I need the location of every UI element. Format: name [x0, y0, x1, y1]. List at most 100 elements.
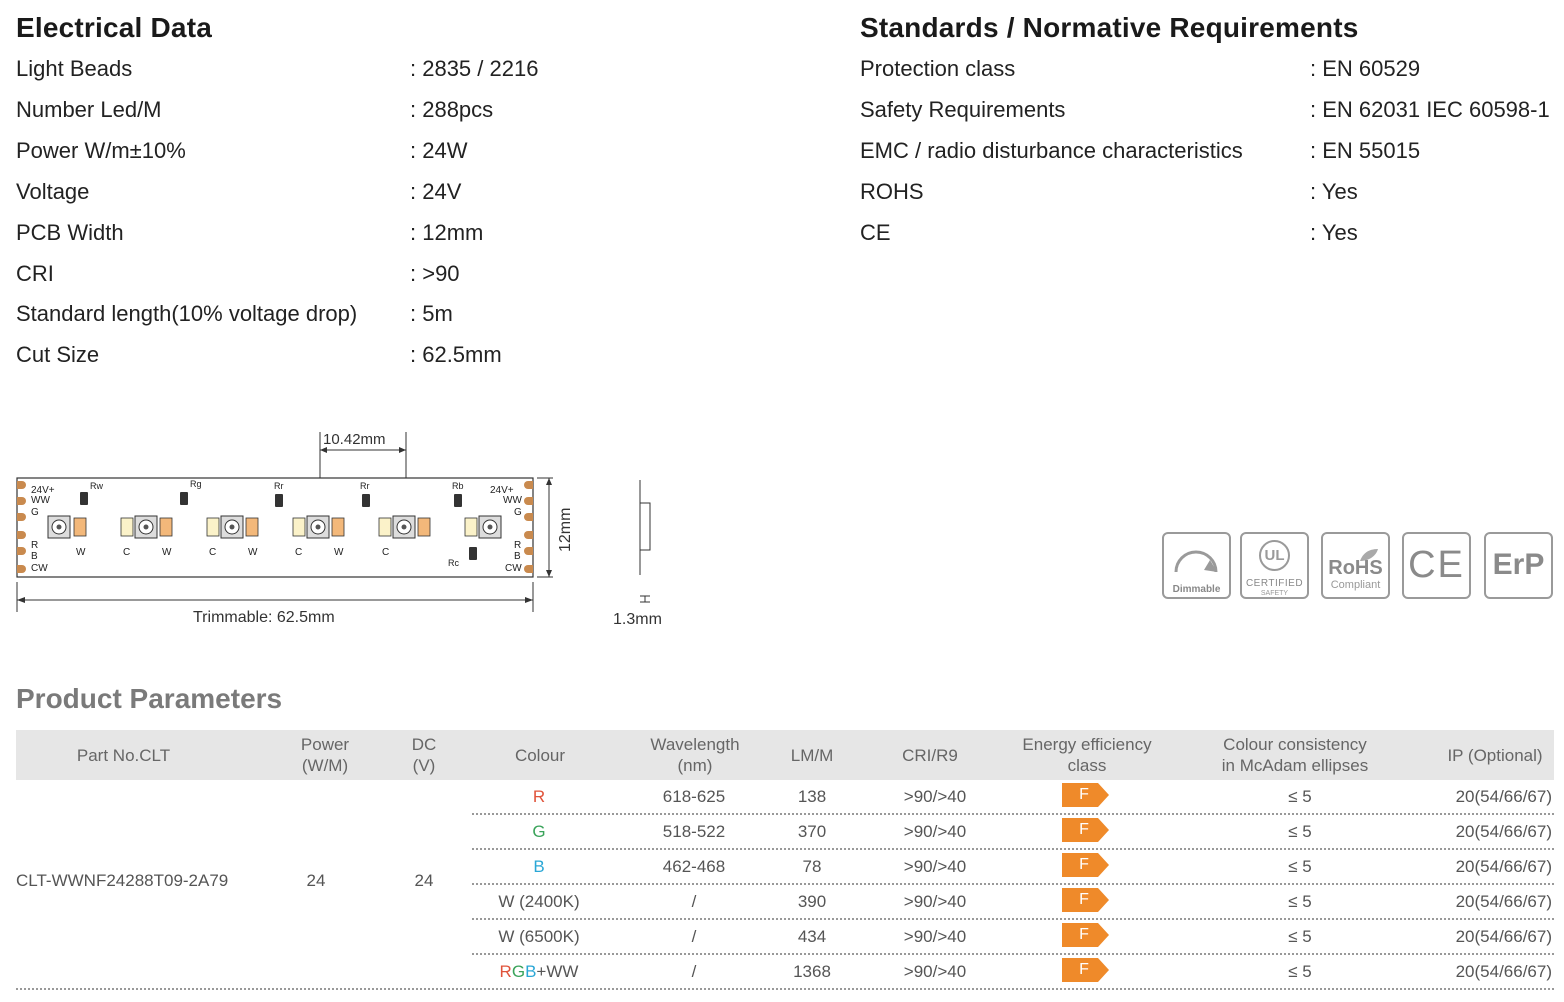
spec-value: : 62.5mm — [410, 342, 502, 367]
spec-label: PCB Width — [16, 220, 124, 245]
ip-cell: 20(54/66/67) — [1455, 822, 1552, 841]
ip-cell: 20(54/66/67) — [1455, 892, 1552, 911]
rgbww-g: G — [511, 962, 526, 981]
rgbww-r: R — [499, 962, 512, 981]
ce-mark-icon: CE — [1408, 544, 1465, 586]
header-dc: DC (V) — [411, 735, 437, 775]
wavelength-cell: 618-625 — [662, 787, 726, 806]
wavelength-cell: 462-468 — [662, 857, 726, 876]
rohs-cert: RoHS Compliant — [1321, 532, 1390, 599]
mcadam-cell: ≤ 5 — [1288, 857, 1312, 876]
led-letter: W — [334, 547, 344, 558]
lm-cell: 434 — [797, 927, 827, 946]
cri-cell: >90/>40 — [903, 962, 967, 981]
led-letter: C — [209, 547, 216, 558]
row-divider — [472, 813, 1554, 815]
wavelength-cell: / — [691, 892, 697, 911]
pad-label: 24V+ — [490, 485, 514, 496]
header-colour: Colour — [514, 745, 566, 765]
header-mcadam: Colour consistency in McAdam ellipses — [1221, 735, 1369, 775]
spec-value: : 24W — [410, 138, 468, 163]
pad-label: WW — [31, 495, 50, 506]
pad-label: G — [514, 507, 522, 518]
dimmable-icon — [1174, 550, 1218, 573]
part-number: CLT-WWNF24288T09-2A79 — [16, 871, 229, 890]
width-label: 12mm — [557, 508, 574, 552]
colour-cell: W (6500K) — [498, 927, 580, 946]
energy-class-badge: F — [1062, 958, 1110, 982]
erp-cert: ErP — [1484, 532, 1553, 599]
power-value: 24 — [306, 871, 326, 890]
header-power: Power (W/M) — [300, 735, 350, 775]
led-letter: C — [295, 547, 302, 558]
header-lm: LM/M — [790, 745, 834, 765]
pad-label: B — [514, 551, 521, 562]
spec-value: : 288pcs — [410, 97, 494, 122]
resistor-label: Rg — [190, 479, 202, 489]
resistor-label: Rr — [360, 481, 370, 491]
mcadam-cell: ≤ 5 — [1288, 962, 1312, 981]
standard-label: CE — [860, 220, 891, 245]
dc-value: 24 — [414, 871, 434, 890]
spec-value: : 24V — [410, 179, 462, 204]
lm-cell: 1368 — [793, 962, 831, 981]
spec-label: Standard length(10% voltage drop) — [16, 301, 358, 326]
standard-value: : EN 60529 — [1310, 56, 1421, 81]
rohs-label: RoHS — [1328, 557, 1383, 579]
spec-value: : 5m — [410, 301, 453, 326]
standard-value: : EN 55015 — [1310, 138, 1421, 163]
colour-cell: B — [533, 857, 545, 876]
ul-safety-label: SAFETY — [1260, 590, 1289, 597]
erp-mark-icon: ErP — [1492, 548, 1545, 581]
lm-cell: 370 — [797, 822, 827, 841]
led-letter: C — [123, 547, 130, 558]
header-wavelength: Wavelength (nm) — [650, 735, 740, 775]
row-divider — [472, 953, 1554, 955]
dimmable-label: Dimmable — [1172, 584, 1221, 595]
pad-label: WW — [503, 495, 522, 506]
ip-cell: 20(54/66/67) — [1455, 787, 1552, 806]
spec-label: Power W/m±10% — [16, 138, 186, 163]
standard-value: : Yes — [1310, 220, 1358, 245]
standard-label: ROHS — [860, 179, 924, 204]
mcadam-cell: ≤ 5 — [1288, 892, 1312, 911]
header-ip: IP (Optional) — [1447, 745, 1543, 765]
energy-class-badge: F — [1062, 818, 1110, 842]
product-parameters-title: Product Parameters — [16, 683, 283, 714]
mcadam-cell: ≤ 5 — [1288, 822, 1312, 841]
trim-label: Trimmable: 62.5mm — [193, 609, 335, 626]
pad-label: R — [31, 540, 38, 551]
colour-cell: R — [532, 787, 546, 806]
pad-label: R — [514, 540, 521, 551]
spec-label: Voltage — [16, 179, 90, 204]
ul-mark-icon: UL — [1259, 540, 1290, 571]
cri-cell: >90/>40 — [903, 787, 967, 806]
pad-label: 24V+ — [31, 485, 55, 496]
colour-cell-rgbww: RGB+WW — [474, 962, 604, 982]
cri-cell: >90/>40 — [903, 927, 967, 946]
energy-class-badge: F — [1062, 888, 1110, 912]
rgbww-b: B — [525, 962, 537, 981]
row-divider — [472, 883, 1554, 885]
wavelength-cell: / — [691, 927, 697, 946]
energy-class-badge: F — [1062, 853, 1110, 877]
pad-label: B — [31, 551, 38, 562]
cri-cell: >90/>40 — [903, 857, 967, 876]
resistor-label: Rc — [448, 558, 459, 568]
led-letter: C — [382, 547, 389, 558]
row-divider — [472, 918, 1554, 920]
rgbww-rest: +WW — [536, 962, 579, 981]
lm-cell: 78 — [802, 857, 822, 876]
resistor-label: Rb — [452, 481, 464, 491]
resistor-label: Rw — [90, 481, 103, 491]
header-cri: CRI/R9 — [902, 745, 958, 765]
pitch-label: 10.42mm — [323, 431, 386, 448]
colour-cell: G — [532, 822, 546, 841]
lm-cell: 138 — [797, 787, 827, 806]
wavelength-cell: 518-522 — [662, 822, 726, 841]
ul-cert: UL CERTIFIED SAFETY — [1240, 532, 1309, 599]
pad-label: G — [31, 507, 39, 518]
table-bottom-divider — [16, 988, 1554, 990]
cri-cell: >90/>40 — [903, 892, 967, 911]
led-letter: W — [162, 547, 172, 558]
